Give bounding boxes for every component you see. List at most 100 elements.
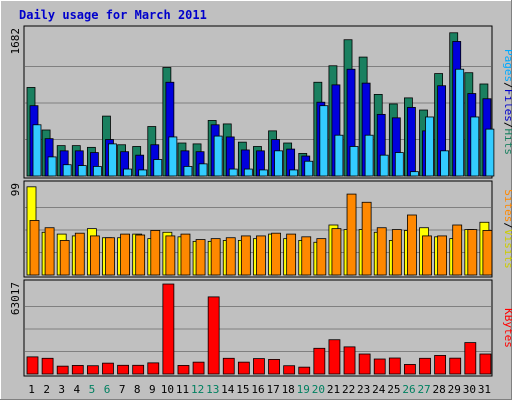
- x-tick-label-day-22: 22: [342, 383, 355, 396]
- x-axis-tick-labels: 1 2 3 4 5 6 7 8 9 10 11 12 13 14 15 16 17 18 19 20 21 22 23 24 2…: [28, 383, 491, 396]
- visits-bar-sites-day-4: [74, 232, 85, 276]
- hits-bar-pages-day-14: [228, 168, 238, 177]
- visits-bar-sites-day-14: [225, 237, 236, 276]
- visits-panel: 99 Sites/Visits: [9, 180, 512, 278]
- visits-bar-sites-day-31: [482, 230, 493, 276]
- visits-bar-sites-day-24: [376, 227, 387, 276]
- kbytes-bar-kbytes-day-24: [373, 358, 386, 375]
- visits-bar-sites-day-29: [452, 224, 463, 276]
- kbytes-bar-kbytes-day-31: [479, 353, 492, 375]
- visits-bar-sites-day-30: [467, 229, 478, 276]
- visits-bar-sites-day-6: [105, 237, 115, 276]
- x-tick-label-day-24: 24: [372, 383, 386, 396]
- x-tick-label-day-20: 20: [312, 383, 325, 396]
- visits-bar-sites-day-9: [150, 230, 161, 276]
- hits-bar-pages-day-13: [213, 135, 223, 177]
- hits-bar-pages-day-10: [168, 136, 178, 177]
- visits-bar-sites-day-20: [316, 238, 327, 276]
- series-label-hits: Hits: [502, 129, 512, 156]
- hits-bar-pages-day-5: [92, 166, 102, 177]
- visits-bar-sites-day-28: [437, 235, 448, 276]
- visits-bar-sites-day-27: [422, 235, 432, 276]
- x-tick-label-day-3: 3: [58, 383, 65, 396]
- kbytes-bar-kbytes-day-1: [26, 356, 39, 375]
- hits-bar-pages-day-8: [138, 169, 148, 177]
- visits-bar-sites-day-3: [59, 240, 70, 276]
- hits-bar-pages-day-11: [183, 166, 193, 177]
- kbytes-bar-kbytes-day-14: [222, 357, 235, 375]
- kbytes-series-labels: KBytes: [502, 308, 512, 348]
- kbytes-bar-kbytes-day-13: [207, 296, 220, 375]
- visits-bar-sites-day-8: [135, 234, 146, 276]
- kbytes-bar-kbytes-day-15: [237, 361, 250, 375]
- x-tick-label-day-30: 30: [463, 383, 476, 396]
- kbytes-bar-kbytes-day-4: [71, 365, 84, 375]
- kbytes-bar-kbytes-day-12: [192, 361, 205, 375]
- visits-bar-sites-day-16: [256, 235, 266, 276]
- visits-bar-sites-day-5: [89, 235, 100, 276]
- kbytes-bar-kbytes-day-23: [358, 353, 371, 375]
- x-tick-label-day-2: 2: [43, 383, 50, 396]
- hits-bar-pages-day-27: [425, 116, 434, 177]
- hits-bar-pages-day-9: [153, 159, 163, 177]
- series-label-sites: Sites: [502, 189, 512, 222]
- x-tick-label-day-9: 9: [149, 383, 156, 396]
- hits-bar-pages-day-18: [289, 169, 299, 177]
- visits-bar-sites-day-21: [331, 228, 342, 276]
- x-tick-label-day-31: 31: [478, 383, 491, 396]
- visits-bar-sites-day-11: [180, 233, 191, 276]
- kbytes-bar-kbytes-day-22: [343, 346, 356, 375]
- kbytes-bar-kbytes-day-17: [268, 359, 280, 375]
- kbytes-bar-kbytes-day-9: [147, 362, 160, 375]
- hits-bar-pages-day-7: [123, 168, 132, 177]
- kbytes-bar-kbytes-day-20: [313, 347, 326, 375]
- visits-bar-sites-day-15: [240, 235, 251, 276]
- x-tick-label-day-18: 18: [282, 383, 295, 396]
- chart-title: Daily usage for March 2011: [19, 8, 207, 22]
- kbytes-bar-kbytes-day-6: [102, 362, 114, 375]
- x-tick-label-day-29: 29: [448, 383, 461, 396]
- visits-bar-sites-day-1: [29, 220, 40, 276]
- kbytes-bar-kbytes-day-19: [298, 366, 311, 375]
- x-tick-label-day-6: 6: [104, 383, 111, 396]
- hits-bar-pages-day-21: [334, 134, 344, 177]
- visits-bar-sites-day-2: [44, 227, 55, 276]
- visits-bar-sites-day-13: [210, 238, 221, 276]
- hits-bar-pages-day-24: [379, 154, 389, 177]
- hits-bar-files-day-26: [407, 107, 416, 177]
- kbytes-bar-kbytes-day-30: [464, 342, 477, 375]
- series-label-separator: /: [502, 222, 512, 229]
- kbytes-bar-kbytes-day-7: [117, 364, 129, 375]
- visits-bar-sites-day-22: [346, 193, 357, 276]
- hits-series-labels: Pages/Files/Hits: [502, 49, 512, 155]
- x-tick-label-day-7: 7: [119, 383, 126, 396]
- hits-bar-pages-day-28: [440, 150, 450, 177]
- kbytes-bar-kbytes-day-29: [449, 357, 462, 375]
- visits-ymax-label: 99: [9, 183, 22, 196]
- kbytes-panel: 63017 KBytes: [9, 279, 512, 377]
- hits-bar-pages-day-6: [108, 143, 117, 177]
- x-tick-label-day-28: 28: [433, 383, 446, 396]
- visits-bar-sites-day-25: [391, 229, 402, 276]
- kbytes-bar-kbytes-day-18: [283, 365, 296, 375]
- visits-bar-sites-day-19: [301, 236, 312, 276]
- x-tick-label-day-10: 10: [161, 383, 174, 396]
- hits-bar-pages-day-3: [62, 164, 72, 177]
- hits-bar-pages-day-19: [304, 160, 314, 177]
- hits-bar-pages-day-31: [485, 128, 495, 177]
- x-tick-label-day-19: 19: [297, 383, 310, 396]
- kbytes-bar-kbytes-day-26: [404, 364, 416, 375]
- series-label-pages: Pages: [502, 49, 512, 82]
- hits-bar-pages-day-29: [455, 68, 465, 177]
- x-tick-label-day-1: 1: [28, 383, 35, 396]
- kbytes-bar-kbytes-day-10: [162, 283, 175, 375]
- series-label-files: Files: [502, 89, 512, 122]
- kbytes-bar-kbytes-day-28: [434, 355, 447, 375]
- x-tick-label-day-23: 23: [357, 383, 370, 396]
- hits-bar-pages-day-16: [259, 169, 268, 177]
- x-tick-label-day-15: 15: [236, 383, 249, 396]
- x-tick-label-day-11: 11: [176, 383, 189, 396]
- hits-bar-pages-day-22: [349, 146, 359, 177]
- x-tick-label-day-25: 25: [387, 383, 400, 396]
